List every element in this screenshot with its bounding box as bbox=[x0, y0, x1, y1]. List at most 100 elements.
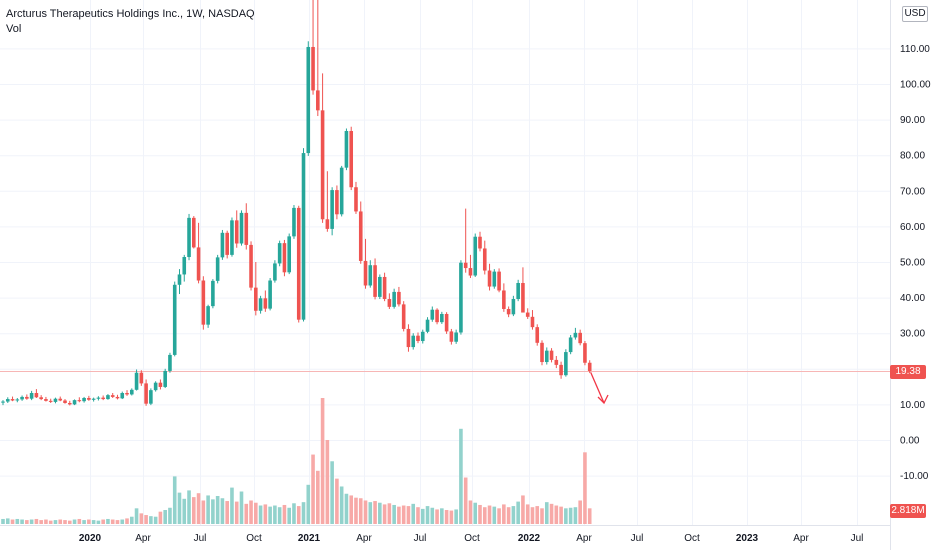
candle-body bbox=[244, 212, 249, 245]
candle-body bbox=[463, 262, 468, 269]
time-axis[interactable]: 2020 Apr Jul Oct 2021 Apr Jul Oct 2022 Apr Jul Oct 2… bbox=[79, 533, 864, 544]
symbol-title[interactable]: Arcturus Therapeutics Holdings Inc., 1W,… bbox=[6, 8, 255, 20]
volume-bar bbox=[296, 506, 301, 524]
candle-body bbox=[168, 354, 172, 371]
candle-body bbox=[225, 232, 229, 255]
candle-body bbox=[425, 319, 430, 332]
volume-bar bbox=[87, 519, 91, 524]
volume-bar bbox=[268, 506, 272, 524]
volume-bar bbox=[106, 518, 110, 524]
candle-body bbox=[153, 382, 158, 391]
volume-legend-label[interactable]: Vol bbox=[6, 23, 22, 35]
volume-bar bbox=[158, 511, 163, 524]
volume-bar bbox=[215, 496, 220, 524]
candle-body bbox=[583, 343, 587, 363]
candle-body bbox=[20, 396, 24, 400]
time-tick-label: Apr bbox=[356, 533, 372, 544]
volume-bar bbox=[15, 518, 20, 524]
volume-bar bbox=[172, 476, 177, 524]
candle-body bbox=[411, 335, 416, 348]
volume-bar bbox=[568, 507, 573, 524]
candle-body bbox=[492, 271, 497, 287]
candle-body bbox=[139, 372, 144, 384]
time-tick-label: Apr bbox=[576, 533, 592, 544]
volume-bar bbox=[254, 502, 258, 524]
currency-button[interactable]: USD bbox=[902, 6, 928, 22]
candle-body bbox=[39, 397, 43, 400]
time-tick-label: Jul bbox=[194, 533, 207, 544]
volume-bar bbox=[463, 477, 468, 524]
volume-bar bbox=[110, 519, 115, 524]
candle-body bbox=[487, 270, 492, 287]
volume-bar bbox=[454, 509, 458, 524]
price-axis[interactable]: 110.00 100.00 90.00 80.00 70.00 60.00 50.00 40.… bbox=[900, 44, 931, 482]
volume-bar bbox=[206, 495, 210, 524]
volume-bar bbox=[63, 520, 67, 524]
volume-bar bbox=[387, 503, 392, 524]
candle-body bbox=[149, 390, 153, 404]
candle-body bbox=[15, 399, 20, 401]
candle-body bbox=[101, 397, 105, 400]
volume-bar bbox=[392, 504, 396, 524]
volume-bar bbox=[525, 504, 530, 524]
volume-bar bbox=[263, 504, 268, 524]
volume-bar bbox=[425, 506, 430, 524]
candle-body bbox=[172, 284, 177, 355]
candle-body bbox=[320, 110, 325, 220]
volume-bar bbox=[363, 500, 368, 524]
candle-body bbox=[187, 217, 191, 258]
volume-bar bbox=[382, 504, 387, 524]
candle-body bbox=[230, 220, 234, 255]
volume-bar bbox=[29, 519, 34, 524]
volume-bar bbox=[311, 454, 315, 524]
candle-body bbox=[368, 265, 373, 286]
price-tick-label: 50.00 bbox=[900, 258, 925, 269]
volume-bar bbox=[101, 519, 105, 524]
candle-body bbox=[220, 232, 225, 258]
volume-bar bbox=[10, 519, 15, 524]
volume-bar bbox=[449, 510, 454, 524]
volume-bar bbox=[196, 493, 201, 524]
volume-bar bbox=[573, 507, 578, 524]
arrow-head bbox=[597, 394, 609, 405]
volume-bar bbox=[163, 510, 167, 524]
candle-body bbox=[254, 287, 258, 311]
volume-bar bbox=[339, 486, 344, 524]
volume-bar bbox=[53, 520, 58, 524]
candle-body bbox=[34, 393, 39, 398]
candle-series bbox=[1, 0, 592, 406]
volume-bar bbox=[144, 515, 148, 524]
candle-body bbox=[401, 304, 406, 329]
candle-body bbox=[67, 402, 72, 405]
candle-body bbox=[339, 167, 344, 215]
candle-body bbox=[459, 262, 463, 333]
volume-bar bbox=[354, 497, 358, 524]
time-tick-label: Apr bbox=[135, 533, 151, 544]
volume-bar bbox=[325, 440, 330, 524]
volume-series bbox=[1, 398, 592, 524]
candle-body bbox=[296, 207, 301, 320]
candle-body bbox=[282, 243, 287, 273]
price-tick-label: 100.00 bbox=[900, 80, 931, 91]
volume-bar bbox=[564, 508, 568, 524]
volume-bar bbox=[516, 501, 520, 524]
candle-body bbox=[263, 298, 268, 309]
volume-bar bbox=[378, 502, 382, 524]
volume-bar bbox=[34, 518, 39, 524]
volume-bar bbox=[358, 498, 363, 524]
time-tick-label: Oct bbox=[464, 533, 480, 544]
candle-body bbox=[87, 397, 91, 400]
candle-body bbox=[578, 332, 582, 344]
candle-body bbox=[349, 130, 354, 188]
candle-body bbox=[120, 393, 125, 399]
candle-body bbox=[163, 370, 167, 387]
volume-bar bbox=[554, 505, 559, 524]
candle-body bbox=[564, 352, 568, 376]
volume-bar bbox=[459, 428, 463, 524]
candle-body bbox=[373, 265, 377, 297]
volume-bar bbox=[44, 519, 48, 524]
volume-bar bbox=[287, 507, 291, 524]
candle-body bbox=[115, 396, 120, 399]
volume-bar bbox=[368, 502, 373, 524]
